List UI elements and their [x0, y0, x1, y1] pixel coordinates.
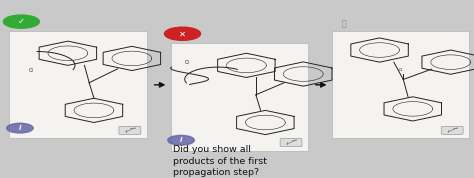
Circle shape — [168, 135, 194, 145]
Text: i: i — [18, 125, 21, 131]
Circle shape — [164, 27, 201, 40]
Circle shape — [3, 15, 39, 28]
FancyBboxPatch shape — [280, 138, 302, 146]
Text: ✕: ✕ — [179, 29, 186, 38]
Circle shape — [7, 123, 33, 133]
FancyBboxPatch shape — [119, 126, 141, 134]
Text: ✓: ✓ — [18, 17, 25, 26]
FancyBboxPatch shape — [9, 31, 147, 138]
Text: products of the first: products of the first — [173, 157, 267, 166]
Text: i: i — [180, 137, 182, 143]
FancyBboxPatch shape — [441, 126, 463, 134]
FancyBboxPatch shape — [332, 31, 469, 138]
Text: Did you show all: Did you show all — [173, 145, 251, 154]
Text: Cl: Cl — [399, 68, 402, 72]
Text: propagation step?: propagation step? — [173, 168, 259, 177]
Text: 🔒: 🔒 — [341, 20, 346, 29]
FancyBboxPatch shape — [171, 43, 308, 151]
Text: Cl: Cl — [28, 68, 33, 73]
Text: Cl: Cl — [185, 60, 190, 65]
